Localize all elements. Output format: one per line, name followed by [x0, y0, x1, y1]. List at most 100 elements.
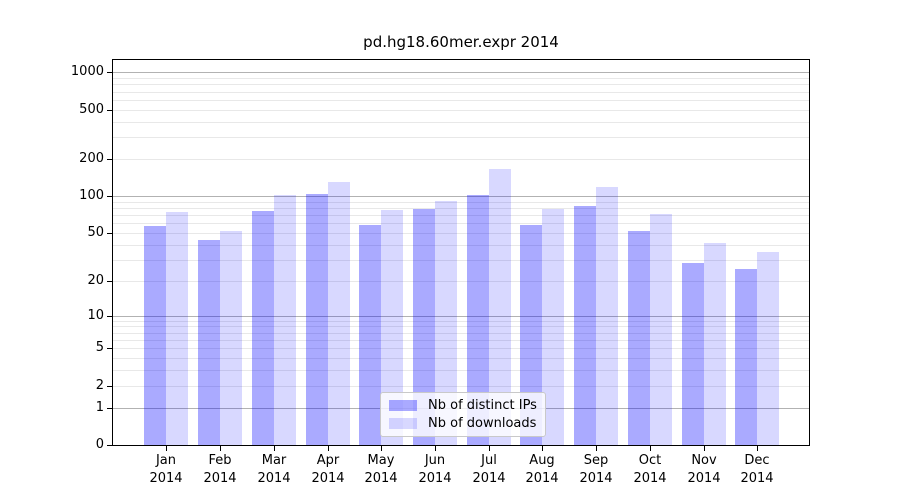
- x-tick-label-may: May 2014: [349, 452, 413, 488]
- x-tick-mark: [756, 446, 758, 451]
- x-tick-label-month: Apr: [316, 453, 340, 468]
- bar-downloads-dec: [757, 251, 780, 445]
- x-tick-label-month: Mar: [261, 453, 287, 468]
- x-tick-label-feb: Feb 2014: [188, 452, 252, 488]
- gridline-minor: [113, 332, 809, 334]
- y-tick-mark: [107, 280, 112, 282]
- gridline-minor: [113, 121, 809, 123]
- x-tick-label-month: Nov: [691, 453, 717, 468]
- y-tick-label-1: 1: [95, 400, 104, 415]
- x-tick-mark: [703, 446, 705, 451]
- bar-downloads-mar: [273, 195, 296, 445]
- gridline-minor: [113, 339, 809, 341]
- gridline-minor: [113, 244, 809, 246]
- y-tick-label-2: 2: [95, 378, 104, 393]
- legend-item-distinct-ips: Nb of distinct IPs: [389, 398, 537, 413]
- bar-ips-jul: [466, 194, 489, 445]
- gridline-minor: [113, 347, 809, 349]
- legend-swatch-distinct-ips: [389, 399, 417, 411]
- x-tick-label-year: 2014: [687, 471, 721, 486]
- gridline-minor: [113, 222, 809, 224]
- x-tick-label-month: Sep: [583, 453, 609, 468]
- x-tick-label-oct: Oct 2014: [618, 452, 682, 488]
- x-tick-label-jun: Jun 2014: [403, 452, 467, 488]
- y-tick-label-0: 0: [95, 437, 104, 452]
- legend: Nb of distinct IPs Nb of downloads: [380, 392, 546, 437]
- x-tick-mark: [595, 446, 597, 451]
- y-tick-label-10: 10: [87, 308, 104, 323]
- x-tick-label-month: Dec: [744, 453, 770, 468]
- bar-ips-nov: [681, 263, 704, 445]
- bar-ips-dec: [735, 269, 758, 445]
- x-tick-mark: [273, 446, 275, 451]
- x-tick-label-year: 2014: [472, 471, 506, 486]
- y-tick-mark: [107, 71, 112, 73]
- y-tick-mark: [107, 232, 112, 234]
- y-tick-label-50: 50: [87, 225, 104, 240]
- x-tick-mark: [488, 446, 490, 451]
- chart-title: pd.hg18.60mer.expr 2014: [363, 33, 559, 51]
- gridline-minor: [113, 214, 809, 216]
- gridline-minor: [113, 259, 809, 261]
- y-tick-label-500: 500: [79, 102, 104, 117]
- x-tick-label-dec: Dec 2014: [725, 452, 789, 488]
- bar-downloads-sep: [596, 186, 619, 445]
- x-tick-label-month: Feb: [208, 453, 232, 468]
- bar-downloads-aug: [542, 209, 565, 445]
- x-tick-label-jul: Jul 2014: [457, 452, 521, 488]
- gridline-minor: [113, 77, 809, 79]
- x-tick-mark: [380, 446, 382, 451]
- x-tick-label-year: 2014: [633, 471, 667, 486]
- legend-label-distinct-ips: Nb of distinct IPs: [428, 397, 537, 413]
- x-tick-label-month: Oct: [638, 453, 662, 468]
- x-tick-label-month: Aug: [529, 453, 555, 468]
- bar-downloads-apr: [327, 182, 350, 445]
- bar-downloads-feb: [220, 230, 243, 445]
- legend-item-downloads: Nb of downloads: [389, 416, 537, 431]
- y-tick-mark: [107, 444, 112, 446]
- y-tick-mark: [107, 407, 112, 409]
- bar-ips-oct: [627, 230, 650, 445]
- plot-area: [112, 59, 810, 446]
- bar-ips-may: [359, 225, 382, 445]
- y-tick-label-20: 20: [87, 273, 104, 288]
- bar-ips-apr: [305, 193, 328, 445]
- bar-downloads-jun: [434, 200, 457, 445]
- gridline-minor: [113, 207, 809, 209]
- bar-ips-jan: [144, 226, 167, 445]
- gridline-major: [113, 71, 809, 73]
- x-tick-label-year: 2014: [579, 471, 613, 486]
- gridline-minor: [113, 232, 809, 234]
- bar-downloads-jul: [488, 168, 511, 445]
- x-tick-mark: [327, 446, 329, 451]
- x-tick-label-year: 2014: [364, 471, 398, 486]
- x-tick-label-aug: Aug 2014: [510, 452, 574, 488]
- x-tick-label-year: 2014: [740, 471, 774, 486]
- gridline-minor: [113, 99, 809, 101]
- x-tick-mark: [219, 446, 221, 451]
- bar-downloads-oct: [649, 213, 672, 445]
- bar-downloads-jan: [166, 212, 189, 445]
- x-tick-mark: [165, 446, 167, 451]
- gridline-minor: [113, 201, 809, 203]
- bar-ips-feb: [198, 239, 221, 445]
- legend-label-downloads: Nb of downloads: [428, 416, 537, 432]
- gridline-minor: [113, 158, 809, 160]
- gridline-major: [113, 195, 809, 197]
- x-tick-mark: [649, 446, 651, 451]
- gridline-minor: [113, 109, 809, 111]
- bar-ips-jun: [412, 208, 435, 445]
- y-tick-label-100: 100: [79, 188, 104, 203]
- gridline-minor: [113, 136, 809, 138]
- x-tick-label-month: Jun: [424, 453, 446, 468]
- gridline-minor: [113, 369, 809, 371]
- x-tick-label-year: 2014: [203, 471, 237, 486]
- gridline-minor: [113, 83, 809, 85]
- x-tick-label-year: 2014: [311, 471, 345, 486]
- x-tick-label-jan: Jan 2014: [134, 452, 198, 488]
- x-tick-label-nov: Nov 2014: [672, 452, 736, 488]
- gridline-minor: [113, 91, 809, 93]
- x-tick-mark: [541, 446, 543, 451]
- y-tick-mark: [107, 158, 112, 160]
- bar-ips-sep: [574, 206, 597, 445]
